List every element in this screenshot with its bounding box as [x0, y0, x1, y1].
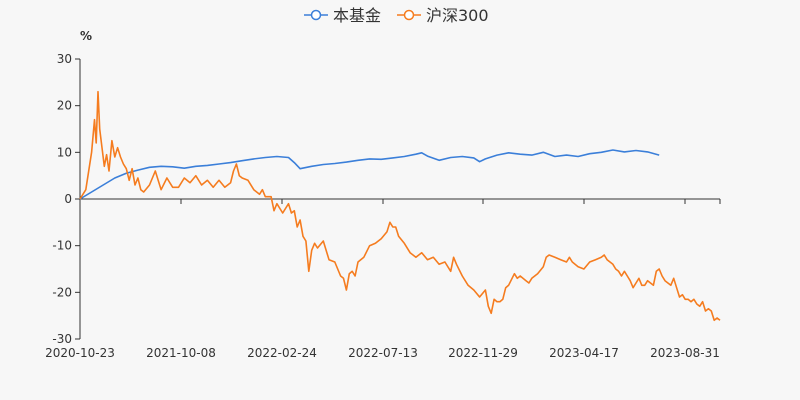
x-axis: 2020-10-23 2021-10-08 2022-02-24 2022-07-13… [45, 198, 721, 360]
y-tick-label: 20 [57, 99, 72, 113]
y-axis: 30 20 10 0 -10 -20 -30 [52, 52, 81, 346]
legend-item-index[interactable]: 沪深300 [397, 6, 489, 25]
x-tick-label: 2022-11-29 [448, 346, 518, 360]
legend[interactable]: 本基金 沪深300 [304, 6, 489, 25]
series-line-index[interactable] [79, 90, 721, 322]
x-tick-label: 2022-02-24 [247, 346, 317, 360]
y-tick-label: -10 [52, 239, 72, 253]
legend-item-fund[interactable]: 本基金 [304, 6, 381, 25]
y-tick-label: -30 [52, 332, 72, 346]
legend-marker-index [403, 9, 415, 21]
series-line-fund[interactable] [79, 149, 660, 200]
legend-label-fund: 本基金 [333, 6, 381, 25]
x-tick-label: 2020-10-23 [45, 346, 115, 360]
y-axis-unit: % [80, 29, 92, 43]
y-tick-label: 0 [64, 192, 72, 206]
y-tick-label: 10 [57, 145, 72, 159]
x-tick-label: 2021-10-08 [146, 346, 216, 360]
legend-label-index: 沪深300 [426, 6, 489, 25]
x-tick-label: 2023-04-17 [549, 346, 619, 360]
x-tick-label: 2023-08-31 [650, 346, 720, 360]
legend-marker-fund [310, 9, 322, 21]
series-group [79, 90, 721, 322]
y-tick-label: 30 [57, 52, 72, 66]
x-tick-label: 2022-07-13 [348, 346, 418, 360]
y-tick-label: -20 [52, 285, 72, 299]
